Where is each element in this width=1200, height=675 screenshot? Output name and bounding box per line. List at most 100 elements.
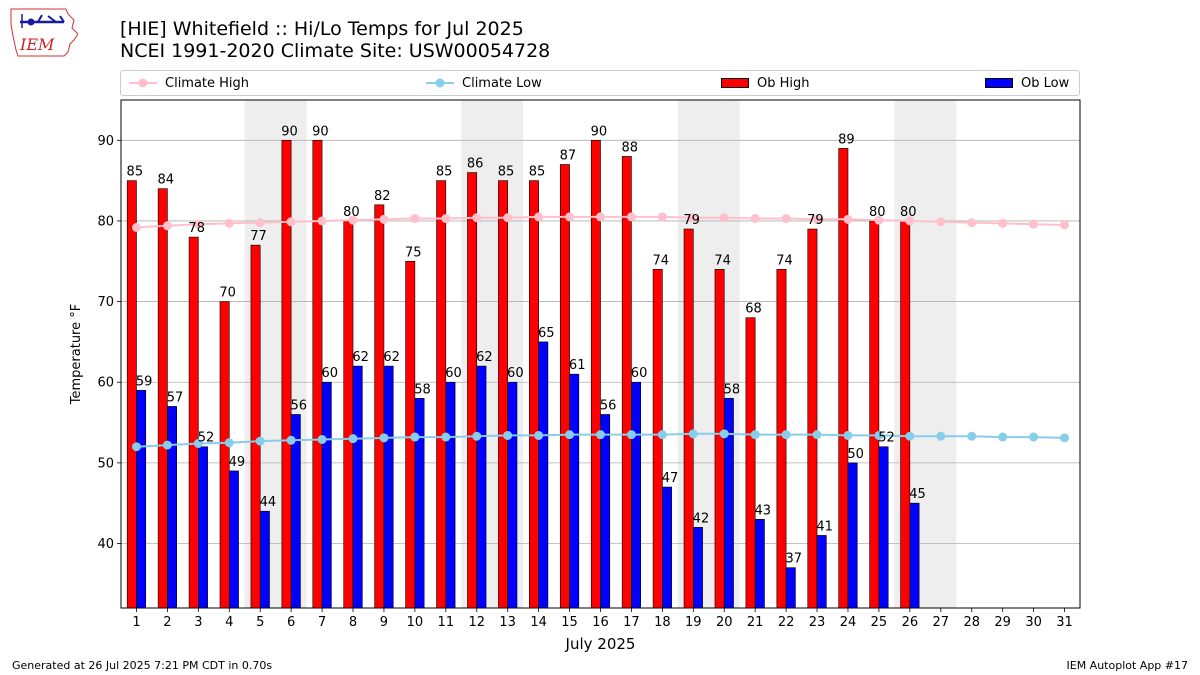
climate-low-point: [410, 432, 420, 442]
x-tick-label: 25: [871, 615, 888, 630]
ob-high-bar: [900, 220, 911, 609]
logo-text: IEM: [19, 35, 55, 54]
ob-low-bar: [167, 406, 177, 609]
ob-low-label: 60: [321, 366, 338, 381]
ob-low-bar: [847, 462, 858, 609]
ob-high-label: 74: [776, 253, 793, 268]
climate-low-point: [317, 434, 327, 444]
climate-high-point: [657, 212, 667, 222]
ob-low-bar: [198, 446, 208, 609]
climate-low-point: [596, 430, 605, 440]
ob-high-label: 85: [529, 165, 546, 180]
legend-ob-low-label: Ob Low: [1021, 75, 1070, 91]
legend-climate-low: Climate Low: [426, 71, 542, 95]
climate-low-point: [131, 442, 141, 452]
climate-low-point: [688, 429, 698, 439]
ob-high-label: 88: [622, 140, 639, 155]
climate-high-point: [936, 217, 946, 227]
x-tick-label: 6: [287, 615, 295, 630]
x-axis-label: July 2025: [565, 635, 636, 653]
x-tick-label: 10: [407, 615, 424, 630]
climate-low-point: [998, 432, 1008, 442]
ob-high-bar: [343, 220, 354, 609]
legend: Climate High Climate Low Ob High Ob Low: [120, 70, 1080, 96]
ob-low-label: 62: [476, 350, 493, 365]
ob-high-bar: [621, 156, 632, 609]
legend-climate-low-label: Climate Low: [462, 75, 542, 91]
title-line-1: [HIE] Whitefield :: Hi/Lo Temps for Jul …: [120, 18, 524, 40]
ob-low-bar: [414, 398, 425, 609]
ob-high-label: 79: [683, 213, 700, 228]
climate-low-point: [379, 433, 389, 443]
climate-low-point: [1060, 433, 1070, 443]
ob-low-bar: [321, 381, 332, 609]
x-tick-label: 17: [623, 615, 640, 630]
climate-low-point: [719, 429, 729, 439]
ob-high-bar: [436, 180, 447, 609]
iem-logo: IEM: [8, 6, 79, 58]
climate-high-point: [905, 216, 915, 226]
x-tick-label: 29: [994, 615, 1011, 630]
ob-low-bar: [476, 365, 487, 609]
climate-low-point: [626, 430, 636, 440]
legend-ob-low: Ob Low: [985, 71, 1069, 95]
climate-low-point: [750, 430, 760, 440]
ob-low-bar: [754, 519, 765, 609]
x-tick-label: 30: [1025, 615, 1042, 630]
ob-high-swatch-icon: [721, 78, 749, 88]
x-tick-label: 7: [318, 615, 326, 630]
legend-climate-high: Climate High: [129, 71, 249, 95]
climate-high-point: [534, 212, 544, 222]
ob-high-label: 70: [219, 286, 236, 301]
y-axis-label: Temperature °F: [69, 304, 84, 405]
climate-high-point: [503, 213, 513, 223]
x-tick-label: 26: [902, 615, 919, 630]
climate-low-point: [1029, 432, 1039, 442]
x-tick-label: 11: [438, 615, 455, 630]
climate-high-point: [224, 218, 234, 228]
climate-low-point: [843, 430, 853, 440]
ob-high-bar: [714, 269, 725, 609]
ob-low-bar: [816, 535, 827, 609]
climate-high-point: [348, 215, 358, 225]
climate-high-point: [1060, 220, 1070, 230]
ob-high-bar: [683, 228, 694, 609]
x-tick-label: 4: [225, 615, 233, 630]
y-tick-label: 80: [97, 214, 114, 229]
ob-low-bar: [538, 341, 549, 609]
ob-low-label: 52: [198, 431, 215, 446]
ob-high-bar: [188, 236, 199, 609]
climate-low-line-icon: [426, 78, 454, 88]
ob-high-label: 80: [900, 205, 917, 220]
x-tick-label: 2: [163, 615, 171, 630]
legend-ob-high: Ob High: [721, 71, 810, 95]
x-tick-label: 23: [809, 615, 826, 630]
ob-high-bar: [126, 180, 137, 609]
ob-low-label: 60: [507, 366, 524, 381]
climate-low-point: [781, 430, 791, 440]
x-tick-label: 20: [716, 615, 733, 630]
ob-high-bar: [374, 204, 385, 609]
ob-high-label: 78: [188, 221, 205, 236]
ob-low-label: 61: [569, 358, 586, 373]
climate-high-point: [472, 213, 482, 223]
ob-low-bar: [878, 446, 889, 609]
ob-low-label: 60: [631, 366, 648, 381]
ob-low-bar: [507, 381, 518, 609]
x-tick-label: 13: [499, 615, 516, 630]
climate-high-point: [379, 214, 389, 224]
climate-low-point: [286, 435, 296, 445]
ob-low-label: 45: [909, 487, 926, 502]
ob-low-label: 43: [755, 503, 772, 518]
climate-low-point: [967, 431, 977, 441]
x-tick-label: 15: [561, 615, 578, 630]
x-tick-label: 19: [685, 615, 702, 630]
ob-high-label: 82: [374, 189, 391, 204]
ob-low-bar: [569, 373, 580, 609]
ob-high-label: 85: [498, 165, 515, 180]
y-tick-label: 70: [97, 295, 114, 310]
climate-low-point: [348, 434, 358, 444]
ob-low-bar: [259, 510, 270, 609]
climate-low-point: [874, 430, 884, 440]
